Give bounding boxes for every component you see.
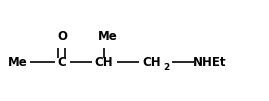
Text: CH: CH	[143, 56, 161, 68]
Text: Me: Me	[98, 29, 118, 43]
Text: O: O	[57, 29, 67, 43]
Text: 2: 2	[163, 64, 169, 73]
Text: Me: Me	[8, 56, 28, 68]
Text: CH: CH	[95, 56, 113, 68]
Text: C: C	[58, 56, 66, 68]
Text: NHEt: NHEt	[193, 56, 227, 68]
